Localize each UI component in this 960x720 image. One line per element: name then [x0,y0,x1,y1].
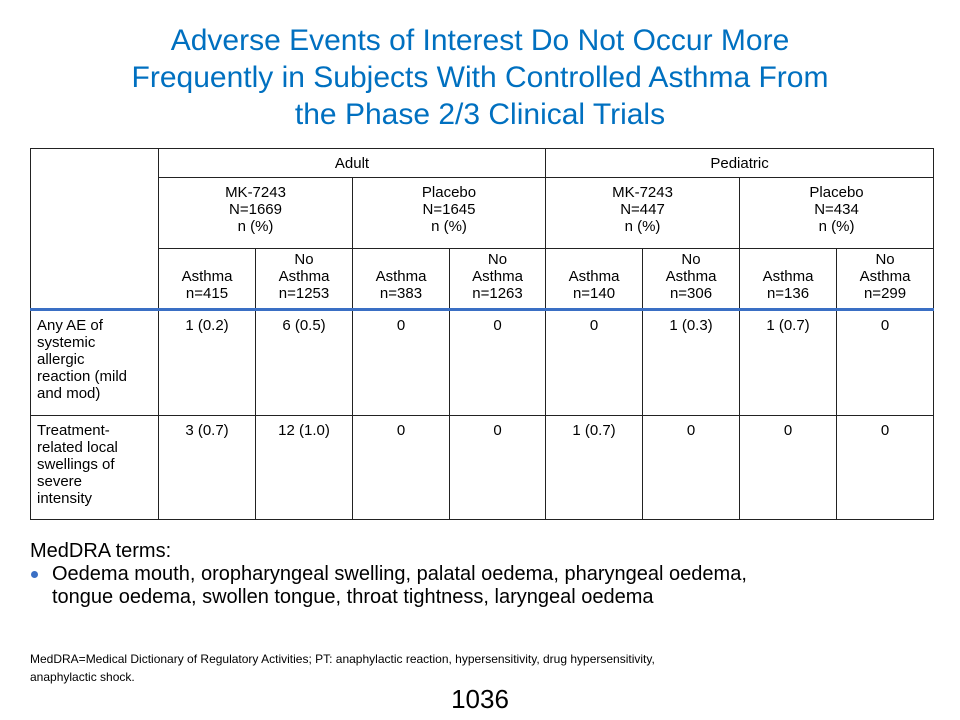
table-cell: 0 [352,309,450,416]
meddra-terms: MedDRA terms: Oedema mouth, oropharyngea… [30,540,930,609]
footnote-line: MedDRA=Medical Dictionary of Regulatory … [30,652,655,666]
table-cell: 1 (0.3) [642,309,741,416]
arm-header: Placebo N=434 n (%) [739,177,935,249]
subgroup-header: No Asthma n=299 [836,248,935,311]
table-cell: 0 [739,414,838,521]
table-cell: 0 [352,414,450,521]
page-number: 1036 [451,684,509,714]
subgroup-header: Asthma n=136 [739,248,838,311]
bullet-text: Oedema mouth, oropharyngeal swelling, pa… [52,563,747,585]
bullet-icon [31,571,38,578]
table-cell: 0 [545,309,644,416]
table-cell: 0 [448,414,547,521]
row-label: Any AE of systemic allergic reaction (mild a… [30,309,159,416]
subgroup-header: No Asthma n=1253 [255,248,353,311]
table-cell: 1 (0.7) [545,414,644,521]
bullet-text: tongue oedema, swollen tongue, throat ti… [52,586,654,608]
title-line: Frequently in Subjects With Controlled A… [131,61,829,94]
slide-title: Adverse Events of Interest Do Not Occur … [20,22,940,133]
table-cell: 0 [642,414,741,521]
title-line: the Phase 2/3 Clinical Trials [294,98,666,131]
row-label: Treatment-related local swellings of sever… [30,414,159,521]
table-cell: 0 [836,414,935,521]
arm-header: MK-7243 N=1669 n (%) [158,177,353,249]
list-item: Oedema mouth, oropharyngeal swelling, pa… [30,563,930,609]
subgroup-header: No Asthma n=306 [642,248,741,311]
terms-list: Oedema mouth, oropharyngeal swelling, pa… [30,563,930,609]
group-header-pediatric: Pediatric [545,148,935,178]
arm-header: Placebo N=1645 n (%) [351,177,547,249]
table-cell: 0 [448,309,547,416]
subgroup-header: No Asthma n=1263 [448,248,547,311]
table-cell: 0 [836,309,935,416]
table-cell: 3 (0.7) [158,414,256,521]
terms-heading: MedDRA terms: [30,540,172,562]
table-cell: 1 (0.2) [158,309,256,416]
table-row: Any AE of systemic allergic reaction (mild a… [30,309,935,416]
table-row: Treatment-related local swellings of sever… [30,414,935,521]
subgroup-header: Asthma n=383 [352,248,450,311]
group-header-adult: Adult [157,148,547,178]
table-cell: 12 (1.0) [255,414,353,521]
table-cell: 1 (0.7) [739,309,838,416]
adverse-events-table: Adult Pediatric MK-7243 N=1669 n (%) Place… [30,148,935,521]
subgroup-header: Asthma n=140 [545,248,644,311]
footnote-line: anaphylactic shock. [30,670,135,684]
corner-cell [30,148,159,310]
title-line: Adverse Events of Interest Do Not Occur … [170,24,790,57]
footnote: MedDRA=Medical Dictionary of Regulatory … [30,650,910,686]
table-cell: 6 (0.5) [255,309,353,416]
subgroup-header: Asthma n=415 [158,248,256,311]
arm-header: MK-7243 N=447 n (%) [545,177,741,249]
